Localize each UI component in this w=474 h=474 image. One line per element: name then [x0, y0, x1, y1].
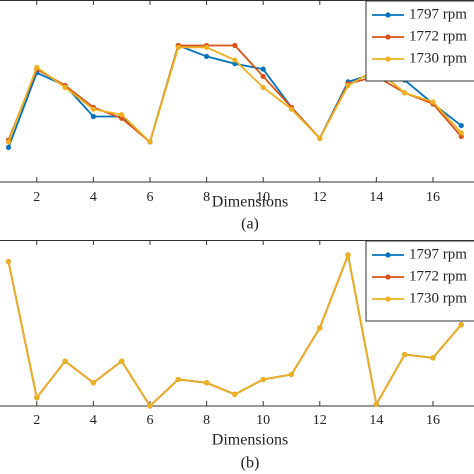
point	[203, 380, 210, 386]
point	[345, 82, 351, 89]
point	[203, 44, 210, 50]
point	[34, 64, 40, 70]
x-axis-label: Dimensions	[212, 194, 288, 211]
x-tick-label: 6	[146, 413, 153, 428]
legend-label: 1772 rpm	[409, 28, 467, 44]
legend-marker	[385, 274, 391, 280]
x-tick-label: 12	[313, 413, 327, 428]
point	[458, 122, 464, 129]
caption: (b)	[241, 455, 260, 472]
x-axis-label: Dimensions	[212, 432, 288, 449]
point	[90, 380, 96, 386]
point	[232, 391, 238, 397]
x-tick-label: 8	[203, 190, 210, 205]
point	[288, 371, 295, 378]
x-tick-label: 8	[203, 413, 210, 428]
point	[203, 53, 210, 60]
point	[317, 135, 323, 141]
x-tick-label: 16	[426, 413, 440, 428]
x-tick-label: 16	[426, 190, 440, 205]
point	[373, 401, 379, 407]
point	[458, 322, 464, 328]
point	[430, 355, 436, 361]
point	[260, 73, 266, 80]
legend-label: 1730 rpm	[409, 290, 467, 306]
x-tick-label: 4	[90, 413, 97, 428]
x-tick-label: 4	[90, 190, 97, 205]
point	[62, 84, 68, 90]
point	[260, 84, 266, 90]
point	[147, 403, 153, 409]
legend-marker	[385, 296, 391, 302]
point	[62, 358, 68, 364]
x-tick-label: 14	[369, 413, 383, 428]
point	[147, 139, 153, 145]
point	[175, 44, 181, 50]
point	[317, 325, 323, 331]
point	[430, 99, 436, 105]
x-tick-label: 6	[146, 190, 153, 205]
point	[232, 57, 238, 63]
legend-marker	[385, 252, 391, 258]
point	[90, 113, 96, 120]
point	[458, 130, 464, 136]
point	[90, 106, 96, 112]
x-tick-label: 2	[33, 190, 40, 205]
x-tick-label: 14	[369, 190, 383, 205]
legend-marker	[385, 34, 391, 40]
point	[260, 376, 266, 383]
caption: (a)	[241, 216, 259, 233]
legend-marker	[385, 12, 391, 18]
legend-label: 1797 rpm	[409, 246, 467, 262]
point	[260, 66, 266, 72]
point	[5, 258, 12, 265]
point	[5, 139, 12, 145]
x-tick-label: 10	[256, 190, 270, 205]
point	[402, 351, 408, 358]
point	[458, 133, 464, 140]
legend-label: 1797 rpm	[409, 6, 467, 22]
point	[34, 395, 40, 401]
x-tick-label: 12	[313, 190, 327, 205]
point	[119, 112, 125, 118]
point	[288, 106, 295, 112]
x-tick-label: 2	[33, 413, 40, 428]
legend-label: 1772 rpm	[409, 268, 467, 284]
x-tick-label: 10	[256, 413, 270, 428]
point	[119, 358, 125, 364]
point	[232, 42, 238, 49]
legend-marker	[385, 56, 391, 62]
legend-label: 1730 rpm	[409, 50, 467, 66]
point	[175, 376, 181, 383]
point	[402, 90, 408, 96]
point	[5, 144, 12, 151]
point	[345, 252, 351, 258]
